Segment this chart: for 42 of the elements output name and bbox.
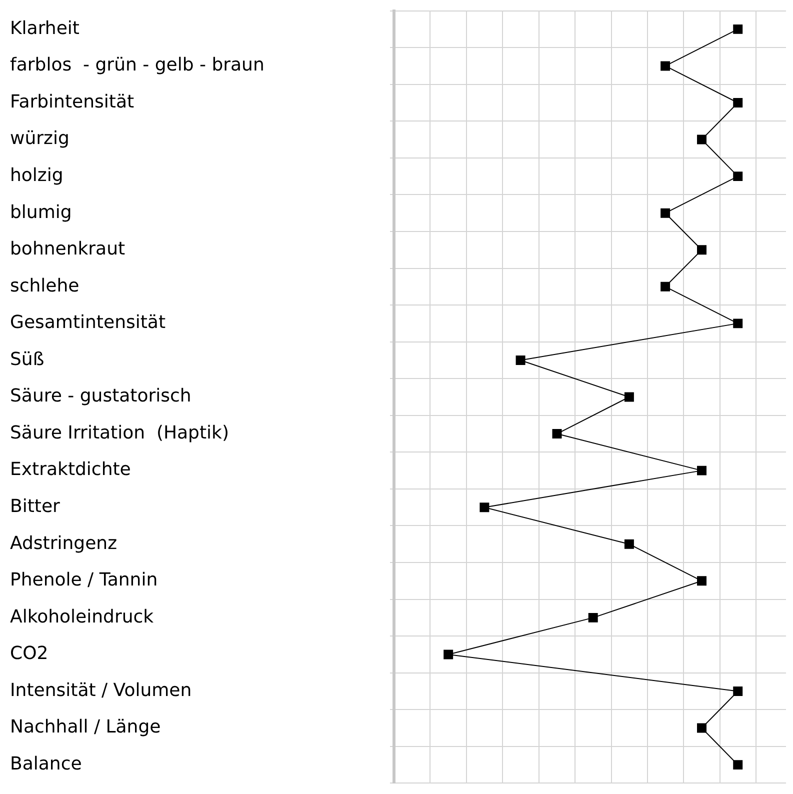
point — [588, 612, 598, 622]
point — [660, 61, 670, 71]
point — [660, 208, 670, 218]
point — [697, 723, 706, 733]
y-tick-label: Gesamtintensität — [10, 312, 166, 334]
point — [444, 650, 454, 660]
y-tick-label: Säure - gustatorisch — [10, 386, 192, 407]
point — [697, 245, 706, 255]
y-tick-label: farblos - grün - gelb - braun — [10, 54, 264, 76]
y-tick-label: Extraktdichte — [10, 459, 131, 480]
y-tick-label: Klarheit — [10, 18, 80, 39]
point — [552, 429, 562, 439]
point — [624, 539, 634, 549]
point — [660, 282, 670, 292]
point — [733, 172, 743, 182]
y-tick-label: bohnenkraut — [10, 238, 126, 260]
y-tick-label: Intensität / Volumen — [10, 680, 192, 701]
y-tick-label: Säure Irritation (Haptik) — [10, 422, 229, 444]
y-tick-label: würzig — [10, 128, 70, 150]
point — [697, 576, 706, 586]
point — [733, 24, 743, 34]
y-tick-label: Süß — [10, 348, 44, 370]
point — [516, 355, 526, 365]
y-tick-label: Farbintensität — [10, 91, 134, 112]
y-tick-label: Adstringenz — [10, 532, 118, 554]
point — [733, 686, 743, 696]
point — [733, 760, 743, 770]
y-tick-label: blumig — [10, 202, 72, 223]
y-tick-label: CO2 — [10, 643, 48, 664]
y-tick-label: Phenole / Tannin — [10, 570, 158, 591]
y-tick-label: Nachhall / Länge — [10, 716, 161, 738]
point — [697, 466, 706, 476]
y-tick-label: schlehe — [10, 275, 80, 296]
point — [480, 502, 490, 512]
point — [697, 134, 706, 144]
y-tick-label: Balance — [10, 753, 82, 774]
y-tick-label: Bitter — [10, 496, 61, 518]
point — [624, 392, 634, 402]
y-tick-label: Alkoholeindruck — [10, 606, 154, 628]
y-tick-label: holzig — [10, 164, 64, 186]
point — [733, 318, 743, 328]
point — [733, 98, 743, 108]
